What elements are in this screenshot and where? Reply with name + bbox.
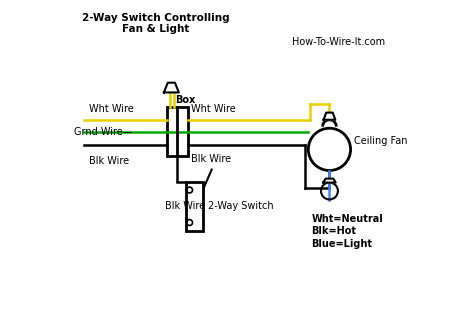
Polygon shape [164,83,179,92]
Text: Blk Wire: Blk Wire [191,154,232,164]
Text: Box: Box [175,95,195,106]
Text: 2-Way Switch: 2-Way Switch [208,201,274,211]
Bar [186,182,202,231]
Text: Blue=Light: Blue=Light [311,239,373,249]
Text: Wht Wire: Wht Wire [191,104,236,114]
Text: Blk Wire: Blk Wire [89,155,129,166]
Polygon shape [324,113,336,120]
Text: Blk=Hot: Blk=Hot [311,226,356,236]
Text: Grnd Wire—: Grnd Wire— [74,127,133,137]
Polygon shape [323,179,336,183]
Text: Ceiling Fan: Ceiling Fan [354,136,407,146]
Text: 2-Way Switch Controlling
Fan & Light: 2-Way Switch Controlling Fan & Light [82,13,230,34]
Text: Wht Wire: Wht Wire [89,104,133,113]
Text: How-To-Wire-It.com: How-To-Wire-It.com [292,37,385,47]
Text: Blk Wire: Blk Wire [165,201,205,211]
Text: Wht=Neutral: Wht=Neutral [311,214,383,224]
Bar [167,107,188,156]
